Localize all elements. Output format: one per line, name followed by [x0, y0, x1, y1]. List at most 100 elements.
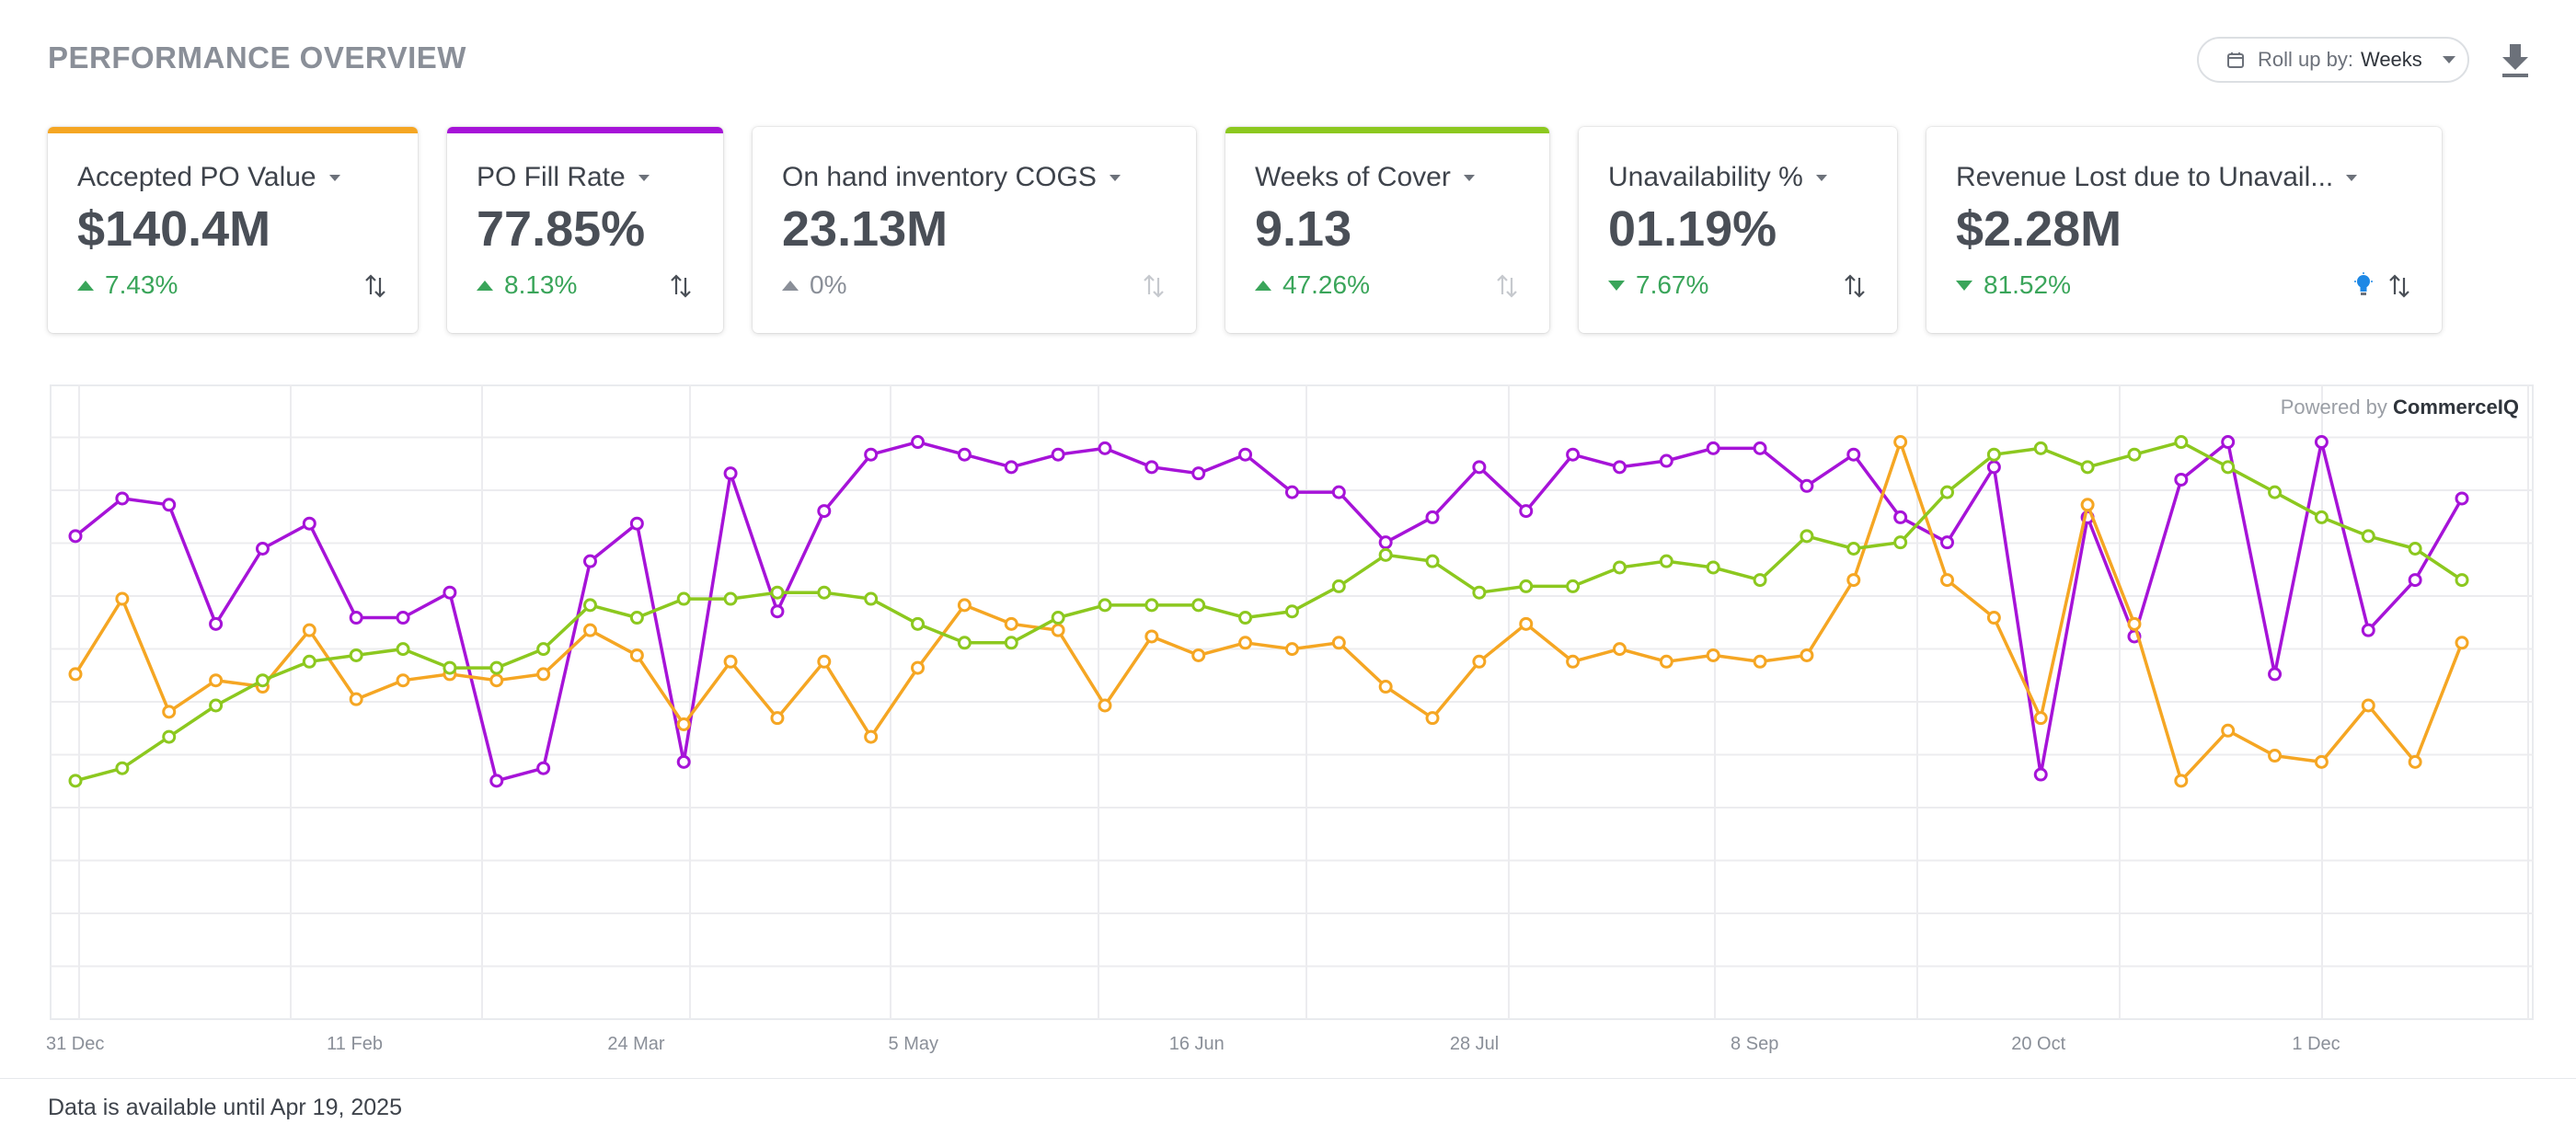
series-point	[2314, 435, 2329, 450]
sort-icon[interactable]	[364, 274, 386, 298]
powered-by-label: Powered by CommerceIQ	[2280, 396, 2519, 419]
series-point	[1331, 579, 1346, 593]
x-tick-label: 1 Dec	[2292, 1034, 2340, 1054]
series-point	[68, 529, 83, 544]
series-point	[115, 761, 130, 775]
series-point	[1378, 680, 1393, 694]
series-point	[2221, 723, 2236, 738]
kpi-card-on-hand-inventory-cogs[interactable]: On hand inventory COGS 23.13M 0%	[753, 127, 1196, 333]
kpi-card-revenue-lost[interactable]: Revenue Lost due to Unavail... $2.28M 81…	[1926, 127, 2442, 333]
x-tick-label: 28 Jul	[1449, 1034, 1500, 1054]
series-point	[1659, 554, 1673, 568]
trend-arrow-icon	[1255, 280, 1271, 291]
rollup-dropdown[interactable]: Roll up by: Weeks	[2197, 37, 2469, 83]
series-point	[629, 648, 644, 662]
series-point	[770, 711, 785, 726]
series-point	[1566, 447, 1581, 462]
series-point	[162, 705, 177, 719]
series-point	[1800, 648, 1814, 662]
series-point	[1238, 447, 1253, 462]
series-point	[1940, 535, 1955, 550]
kpi-card-accepted-po-value[interactable]: Accepted PO Value $140.4M 7.43%	[48, 127, 418, 333]
footer-divider	[0, 1078, 2576, 1079]
series-point	[770, 585, 785, 600]
series-point	[443, 660, 457, 675]
series-point	[2408, 573, 2422, 588]
sort-icon[interactable]	[1496, 274, 1518, 298]
card-label[interactable]: On hand inventory COGS	[782, 162, 1121, 193]
card-value: $140.4M	[77, 201, 271, 257]
card-label[interactable]: Unavailability %	[1608, 162, 1827, 193]
series-point	[1098, 598, 1112, 613]
kpi-card-po-fill-rate[interactable]: PO Fill Rate 77.85% 8.13%	[447, 127, 723, 333]
series-point	[1098, 698, 1112, 713]
chevron-down-icon	[1463, 174, 1475, 181]
sort-icon[interactable]	[1143, 274, 1165, 298]
series-point	[2268, 485, 2283, 499]
series-point	[817, 654, 832, 669]
series-point	[2314, 754, 2329, 769]
series-point	[2080, 460, 2095, 475]
series-point	[1753, 573, 1767, 588]
series-point	[1940, 573, 1955, 588]
series-point	[1191, 598, 1206, 613]
series-point	[817, 585, 832, 600]
series-point	[1472, 585, 1487, 600]
series-point	[1004, 616, 1018, 631]
series-point	[2127, 616, 2142, 631]
kpi-card-unavailability[interactable]: Unavailability % 01.19% 7.67%	[1579, 127, 1897, 333]
sort-icon[interactable]	[670, 274, 692, 298]
series-point	[1846, 542, 1861, 556]
series-point	[1191, 466, 1206, 481]
series-point	[582, 554, 597, 568]
series-point	[1893, 510, 1908, 524]
series-point	[1098, 441, 1112, 455]
series-point	[1519, 579, 1534, 593]
series-point	[1004, 636, 1018, 650]
series-point	[1659, 453, 1673, 468]
card-label[interactable]: Revenue Lost due to Unavail...	[1956, 162, 2358, 193]
series-point	[1284, 642, 1299, 657]
trend-arrow-icon	[477, 280, 493, 291]
series-point	[2455, 573, 2469, 588]
series-point	[1566, 654, 1581, 669]
trend-arrow-icon	[782, 280, 799, 291]
series-point	[864, 447, 879, 462]
card-delta: 8.13%	[477, 270, 577, 300]
series-point	[2455, 491, 2469, 506]
series-point	[1331, 636, 1346, 650]
series-point	[1238, 611, 1253, 625]
series-point	[723, 591, 738, 606]
page-title: PERFORMANCE OVERVIEW	[48, 40, 466, 75]
series-point	[1846, 573, 1861, 588]
series-point	[489, 660, 504, 675]
sort-icon[interactable]	[2388, 274, 2410, 298]
series-point	[1378, 547, 1393, 562]
series-point	[2408, 754, 2422, 769]
series-point	[302, 623, 316, 637]
download-icon[interactable]	[2501, 42, 2530, 79]
trend-arrow-icon	[77, 280, 94, 291]
card-delta: 7.67%	[1608, 270, 1708, 300]
card-label[interactable]: PO Fill Rate	[477, 162, 650, 193]
series-point	[1331, 485, 1346, 499]
series-point	[957, 636, 972, 650]
series-point	[1893, 435, 1908, 450]
x-tick-label: 5 May	[888, 1034, 938, 1054]
series-point	[1472, 654, 1487, 669]
kpi-card-weeks-of-cover[interactable]: Weeks of Cover 9.13 47.26%	[1225, 127, 1549, 333]
card-label[interactable]: Weeks of Cover	[1255, 162, 1475, 193]
lightbulb-icon[interactable]	[2353, 272, 2374, 298]
series-point	[209, 673, 224, 688]
sort-icon[interactable]	[1844, 274, 1866, 298]
series-point	[1753, 441, 1767, 455]
series-point	[582, 623, 597, 637]
card-delta: 7.43%	[77, 270, 178, 300]
card-label[interactable]: Accepted PO Value	[77, 162, 340, 193]
series-point	[1051, 623, 1065, 637]
card-value: 9.13	[1255, 201, 1352, 257]
card-accent-bar	[1225, 127, 1549, 133]
series-point	[1051, 447, 1065, 462]
chevron-down-icon	[2346, 174, 2358, 181]
series-point	[2174, 435, 2189, 450]
